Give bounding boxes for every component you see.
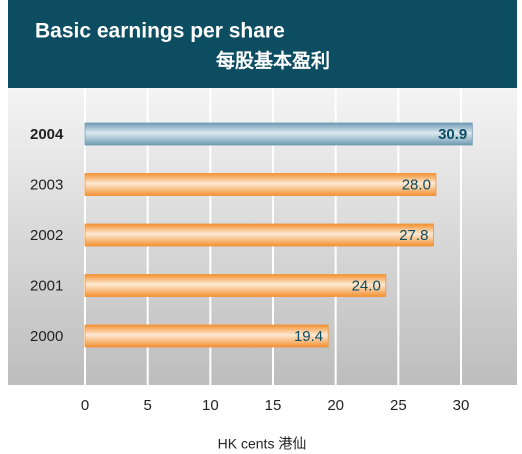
value-label: 19.4: [294, 328, 323, 345]
value-label: 30.9: [438, 126, 467, 143]
x-tick-label: 10: [202, 397, 219, 414]
y-tick-label: 2000: [30, 328, 63, 345]
x-tick-label: 5: [143, 397, 151, 414]
bar: [84, 274, 387, 297]
value-label: 24.0: [352, 277, 381, 294]
value-label: 28.0: [402, 176, 431, 193]
x-axis-label: HK cents 港仙: [218, 436, 307, 452]
y-tick-label: 2002: [30, 227, 63, 244]
x-tick-label: 25: [390, 397, 407, 414]
x-tick-label: 0: [81, 397, 89, 414]
bar: [84, 173, 437, 196]
x-tick-label: 30: [453, 397, 470, 414]
value-label: 27.8: [399, 227, 428, 244]
chart-subtitle: 每股基本盈利: [216, 49, 330, 72]
y-tick-label: 2001: [30, 277, 63, 294]
y-tick-label: 2004: [30, 126, 64, 143]
header: [8, 0, 517, 88]
y-tick-label: 2003: [30, 176, 63, 193]
bar: [84, 324, 329, 348]
bar: [84, 223, 434, 247]
x-tick-label: 15: [265, 397, 282, 414]
chart-title: Basic earnings per share: [35, 20, 285, 43]
x-tick-label: 20: [327, 397, 344, 414]
bar: [84, 122, 473, 146]
